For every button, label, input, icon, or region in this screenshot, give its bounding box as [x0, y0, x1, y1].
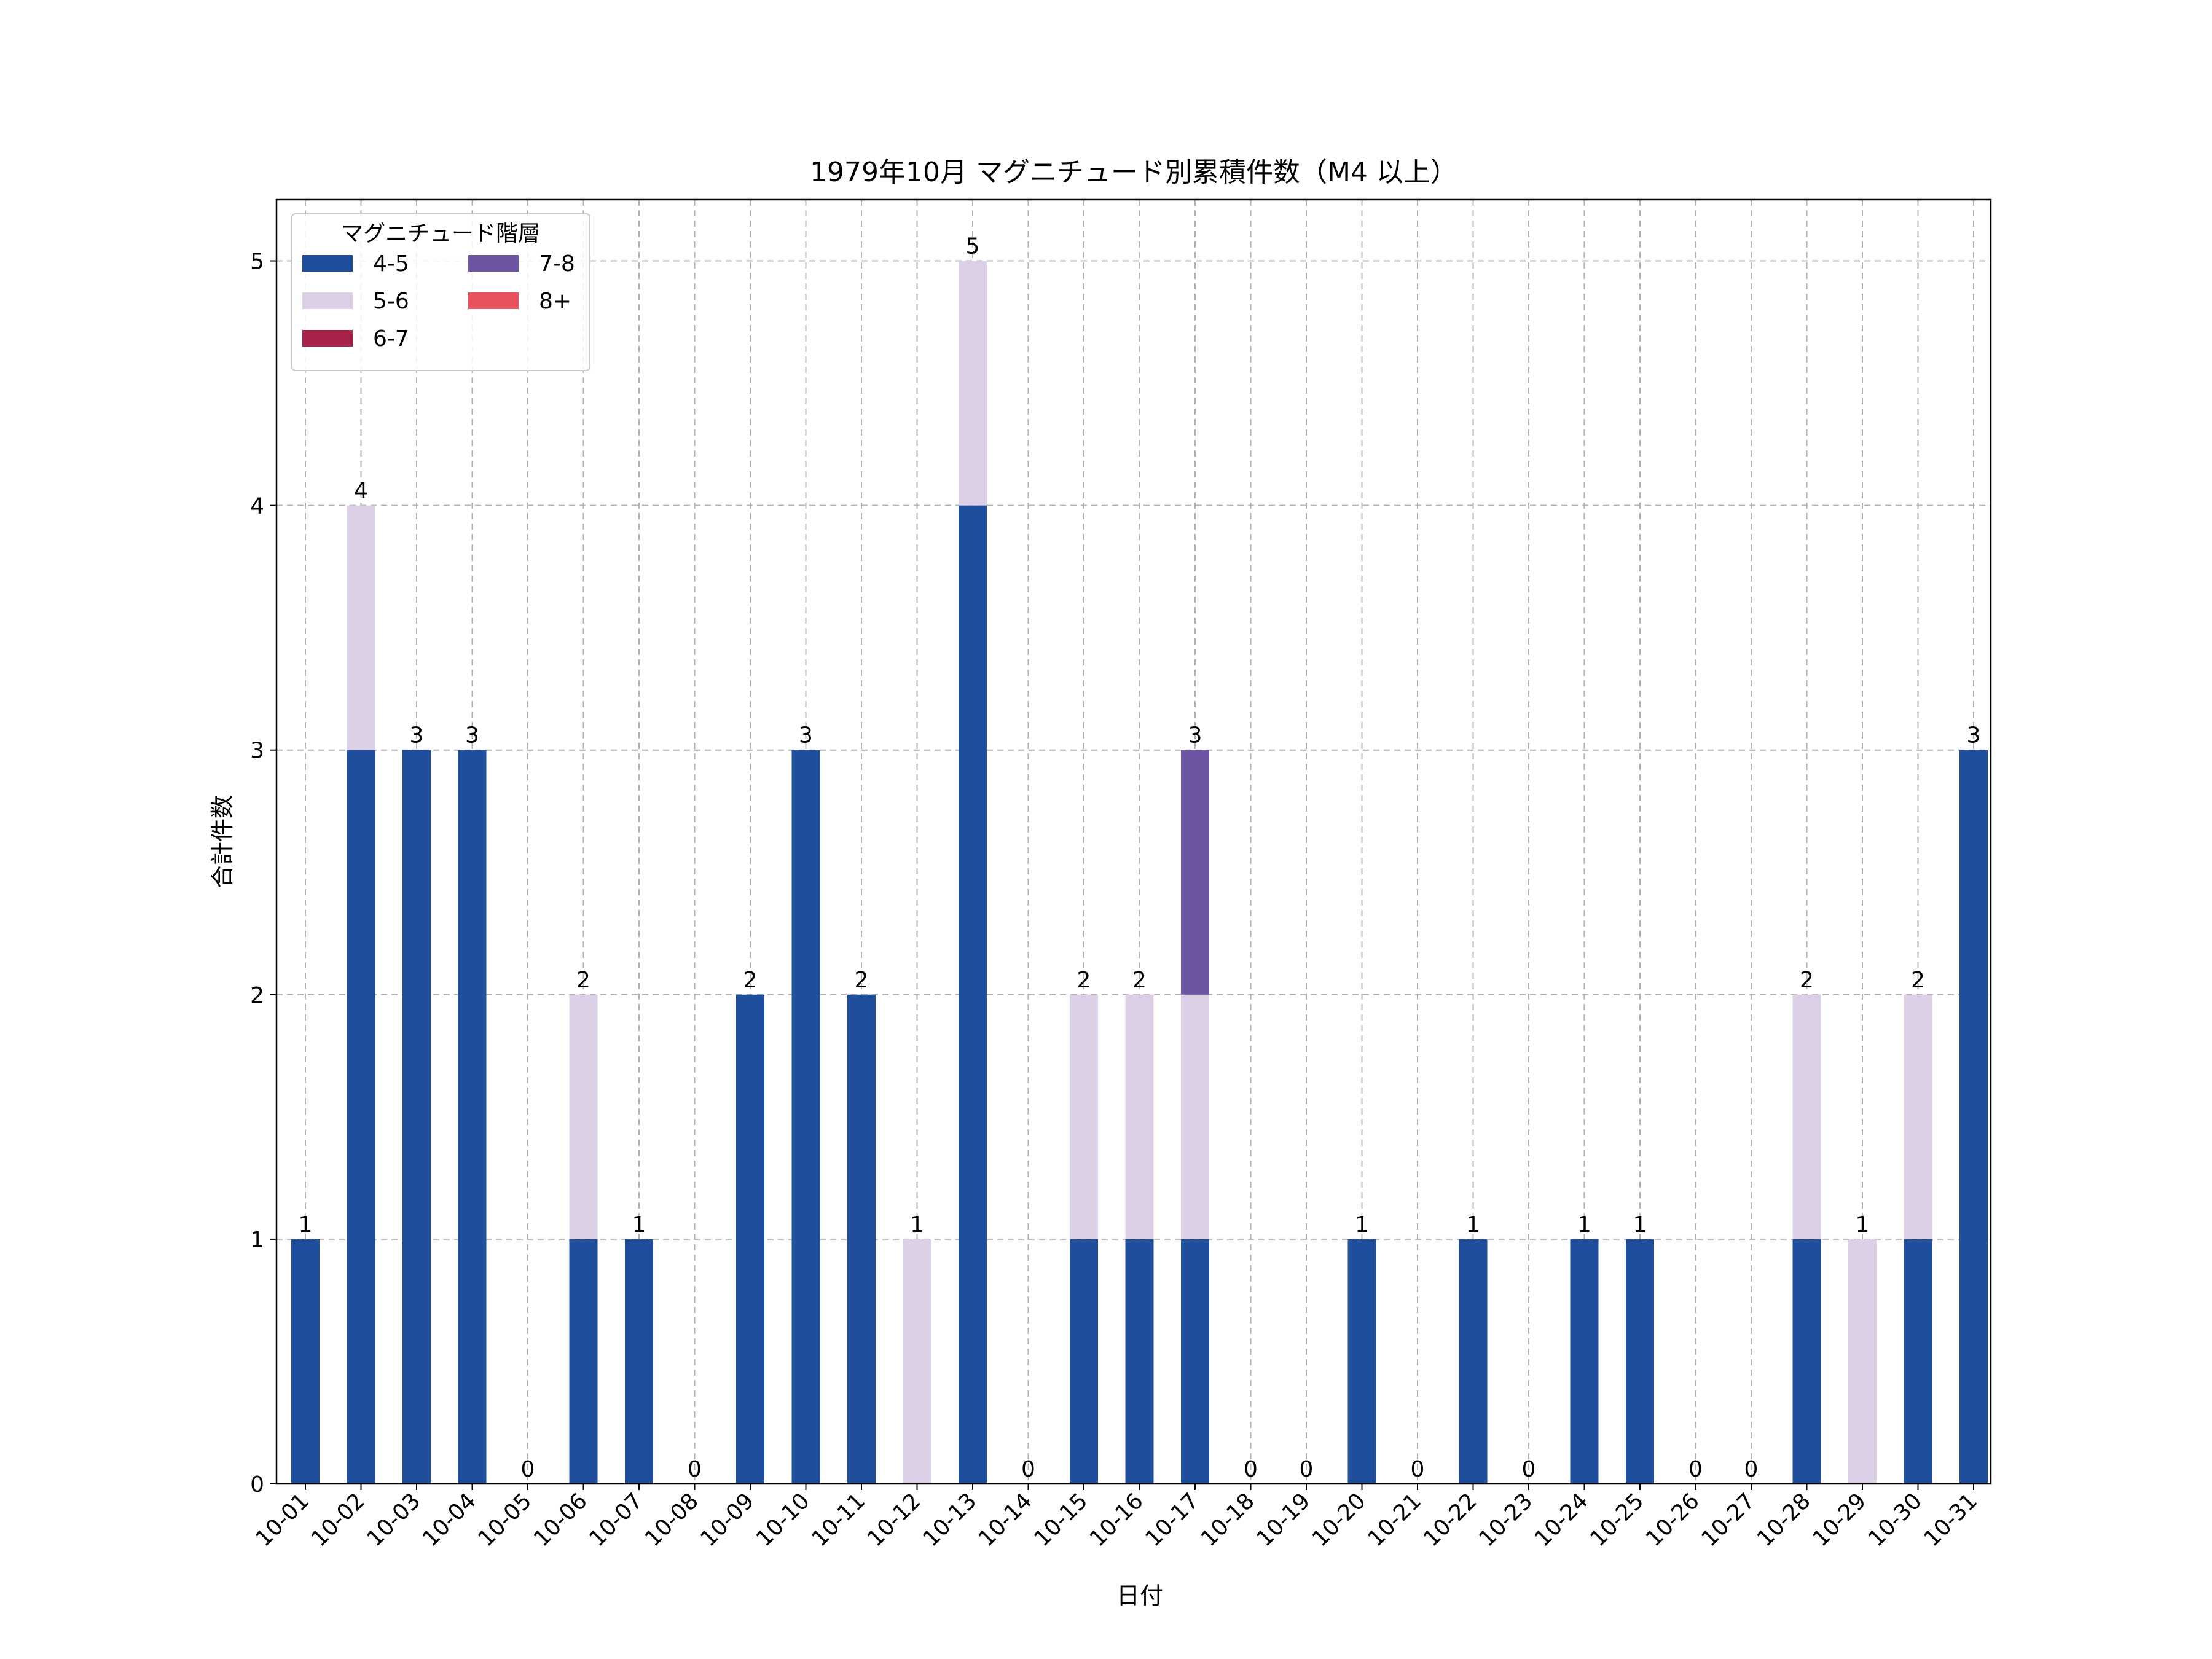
- bar-total-label: 1: [632, 1212, 646, 1237]
- legend-swatch: [302, 255, 353, 272]
- bar-total-label: 4: [354, 479, 368, 504]
- bar-segment: [1848, 1239, 1877, 1484]
- bar-segment: [1904, 1239, 1932, 1484]
- bar-segment: [347, 750, 375, 1484]
- data-labels: 1 4 3 3 0 2 1 0 2 3 2 1 5 0 2 2 3 0 0 1 0 1 0 1 1 0 0 2 1 2 3: [299, 234, 1981, 1482]
- bar-segment: [1626, 1239, 1654, 1484]
- bar-total-label: 1: [1355, 1212, 1369, 1237]
- y-tick-label: 0: [250, 1472, 264, 1497]
- bar-total-label: 3: [465, 723, 479, 748]
- legend-swatch: [302, 292, 353, 309]
- bar-total-label: 2: [855, 968, 869, 993]
- bar-segment: [1792, 994, 1821, 1239]
- bar-segment: [959, 261, 987, 506]
- legend-box: [291, 213, 590, 371]
- chart-title: 1979年10月 マグニチュード別累積件数（M4 以上）: [810, 157, 1457, 188]
- bar-total-label: 2: [743, 968, 758, 993]
- bar-segment: [847, 994, 876, 1484]
- bar-total-label: 0: [1244, 1457, 1258, 1482]
- bar-total-label: 3: [799, 723, 813, 748]
- legend-title: マグニチュード階層: [341, 221, 540, 246]
- legend-items: 4-5 5-6 6-7 7-8 8+: [302, 251, 575, 351]
- bar-segment: [1570, 1239, 1599, 1484]
- bar-total-label: 2: [576, 968, 590, 993]
- y-tick-label: 2: [250, 983, 264, 1008]
- bars: [291, 261, 1988, 1484]
- bar-total-label: 1: [910, 1212, 924, 1237]
- bar-segment: [1070, 1239, 1098, 1484]
- legend-swatch: [468, 292, 519, 309]
- x-axis-label: 日付: [1116, 1582, 1163, 1609]
- bar-segment: [625, 1239, 653, 1484]
- bar-segment: [1125, 1239, 1154, 1484]
- bar-segment: [569, 994, 598, 1239]
- y-tick-label: 3: [250, 739, 264, 764]
- bar-segment: [1181, 750, 1209, 995]
- bar-segment: [569, 1239, 598, 1484]
- bar-segment: [1181, 1239, 1209, 1484]
- legend-swatch: [302, 330, 353, 347]
- bar-total-label: 3: [410, 723, 424, 748]
- y-tick-label: 4: [250, 494, 264, 519]
- bar-segment: [1792, 1239, 1821, 1484]
- bar-total-label: 0: [1522, 1457, 1536, 1482]
- bar-segment: [402, 750, 431, 1484]
- bar-total-label: 0: [1688, 1457, 1703, 1482]
- bar-total-label: 0: [1744, 1457, 1759, 1482]
- bar-total-label: 0: [1021, 1457, 1035, 1482]
- bar-total-label: 1: [1633, 1212, 1647, 1237]
- legend-label: 6-7: [373, 326, 409, 351]
- bar-segment: [1070, 994, 1098, 1239]
- bar-total-label: 3: [1967, 723, 1981, 748]
- bar-total-label: 0: [1411, 1457, 1425, 1482]
- bar-segment: [1904, 994, 1932, 1239]
- legend-swatch: [468, 255, 519, 272]
- bar-total-label: 3: [1188, 723, 1202, 748]
- bar-segment: [736, 994, 764, 1484]
- bar-segment: [959, 505, 987, 1484]
- bar-segment: [1125, 994, 1154, 1239]
- legend-label: 7-8: [539, 251, 575, 276]
- bar-segment: [1459, 1239, 1488, 1484]
- bar-total-label: 0: [521, 1457, 535, 1482]
- bar-segment: [347, 505, 375, 750]
- legend: マグニチュード階層 4-5 5-6 6-7 7-8 8+: [291, 213, 590, 371]
- y-axis-label: 合計件数: [209, 795, 236, 888]
- bar-total-label: 1: [1466, 1212, 1480, 1237]
- bar-total-label: 2: [1800, 968, 1814, 993]
- y-tick-label: 1: [250, 1228, 264, 1253]
- bar-segment: [1181, 994, 1209, 1239]
- bar-total-label: 0: [1300, 1457, 1314, 1482]
- bar-total-label: 1: [299, 1212, 313, 1237]
- plot-area-frame: [275, 198, 1992, 1485]
- y-axis-ticks: 0 1 2 3 4 5: [250, 249, 276, 1497]
- bar-segment: [291, 1239, 320, 1484]
- bar-segment: [1959, 750, 1988, 1484]
- bar-segment: [791, 750, 820, 1484]
- bar-total-label: 2: [1132, 968, 1147, 993]
- bar-total-label: 0: [688, 1457, 702, 1482]
- y-tick-label: 5: [250, 249, 264, 275]
- bar-total-label: 5: [966, 234, 980, 259]
- bar-segment: [903, 1239, 931, 1484]
- bar-segment: [458, 750, 487, 1484]
- legend-label: 8+: [539, 289, 571, 314]
- bar-total-label: 2: [1911, 968, 1925, 993]
- bar-total-label: 1: [1856, 1212, 1870, 1237]
- bar-total-label: 1: [1577, 1212, 1591, 1237]
- bar-total-label: 2: [1077, 968, 1091, 993]
- legend-label: 4-5: [373, 251, 409, 276]
- bar-segment: [1347, 1239, 1376, 1484]
- legend-label: 5-6: [373, 289, 409, 314]
